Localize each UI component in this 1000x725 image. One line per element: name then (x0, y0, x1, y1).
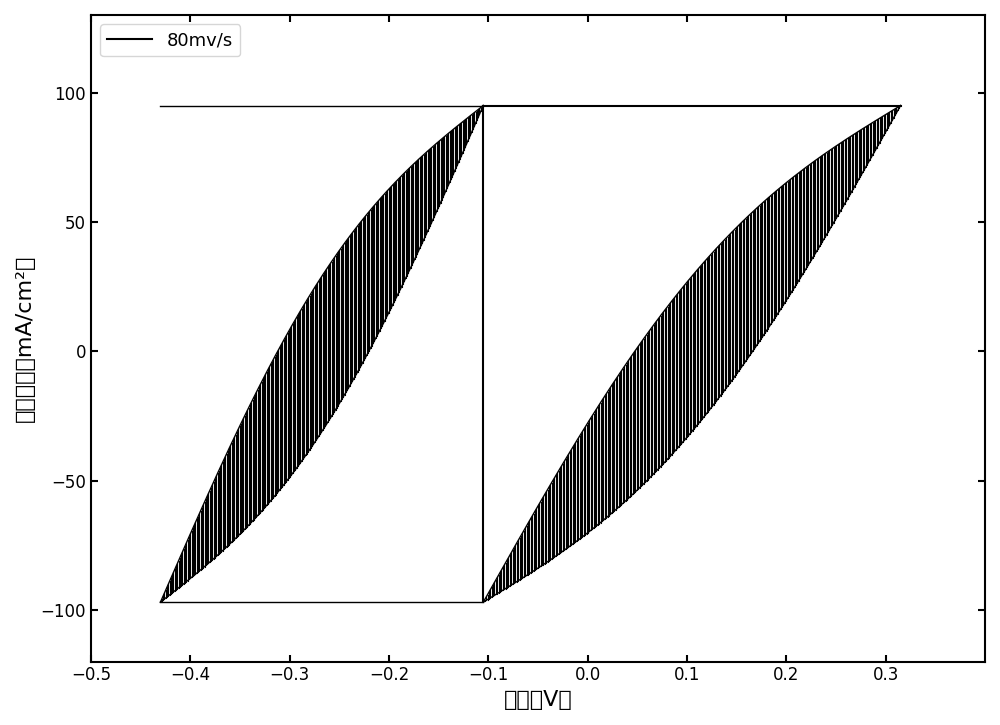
X-axis label: 电压（V）: 电压（V） (504, 690, 572, 710)
Legend: 80mv/s: 80mv/s (100, 24, 240, 57)
Y-axis label: 电流密度（mA/cm²）: 电流密度（mA/cm²） (15, 254, 35, 422)
